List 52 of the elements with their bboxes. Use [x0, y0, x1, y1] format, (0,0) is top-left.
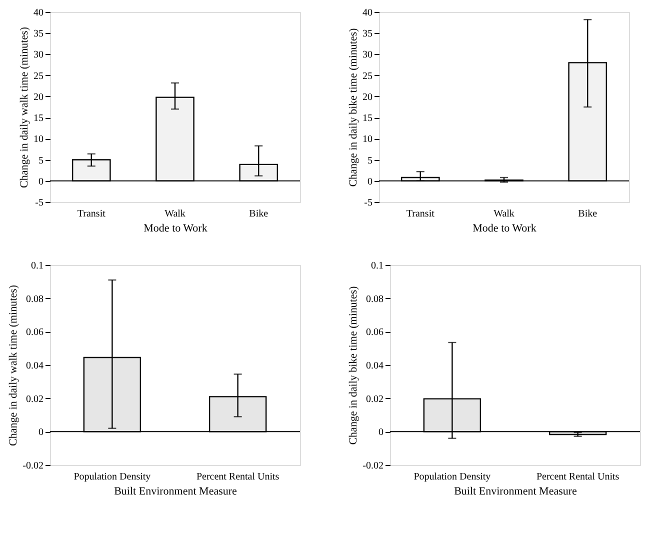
x-tick-label: Walk [164, 208, 186, 220]
x-tick-label: Walk [494, 208, 514, 220]
y-tick-label: 0.1 [31, 260, 44, 272]
x-tick-label: Transit [406, 208, 435, 220]
y-tick-label: 0.02 [366, 394, 384, 405]
x-tick-label: Transit [77, 208, 106, 220]
y-tick-label: 0.08 [26, 294, 44, 305]
y-tick-label: 30 [362, 50, 372, 61]
y-tick-label: 0 [38, 176, 44, 188]
y-tick-label: 5 [368, 155, 372, 166]
y-axis-title: Change in daily walk time (minutes) [18, 26, 30, 188]
y-tick-label: 5 [38, 155, 44, 166]
y-tick-label: 25 [362, 70, 372, 82]
y-tick-label: 15 [362, 113, 372, 124]
y-tick-label: 20 [362, 92, 372, 103]
y-tick-label: 35 [362, 28, 372, 40]
y-tick-label: 0.1 [371, 260, 384, 272]
y-tick-label: 15 [34, 113, 44, 124]
y-tick-label: 35 [34, 28, 44, 40]
x-tick-label: Bike [578, 208, 598, 220]
y-axis-title: Change in daily walk time (minutes) [8, 284, 20, 446]
y-tick-label: 10 [362, 134, 372, 146]
x-axis-title: Built Environment Measure [454, 486, 578, 498]
y-tick-label: 0 [378, 427, 384, 438]
y-tick-label: 0.06 [26, 327, 44, 338]
x-tick-label: Population Density [414, 472, 491, 482]
y-axis-title: Change in daily bike time (minutes) [348, 28, 360, 187]
x-tick-label: Percent Rental Units [196, 472, 280, 482]
y-tick-label: 0 [38, 427, 44, 438]
y-tick-label: -0.02 [22, 460, 44, 472]
x-axis-title: Mode to Work [472, 222, 537, 234]
y-tick-label: 0.02 [26, 394, 44, 405]
y-tick-label: 0.08 [366, 294, 384, 305]
y-tick-label: 40 [362, 8, 372, 18]
x-tick-label: Percent Rental Units [536, 472, 620, 482]
y-tick-label: 20 [34, 92, 44, 103]
y-tick-label: 25 [34, 70, 44, 82]
y-tick-label: 10 [34, 134, 44, 146]
y-tick-label: 0.04 [366, 360, 384, 372]
x-tick-label: Population Density [74, 472, 151, 482]
y-tick-label: 40 [34, 8, 44, 18]
y-axis-title: Change in daily bike time (minutes) [348, 286, 360, 445]
x-tick-label: Bike [249, 208, 269, 220]
y-tick-label: -0.02 [362, 460, 384, 472]
y-tick-label: 0.04 [26, 360, 44, 372]
y-tick-label: 0 [368, 176, 372, 188]
x-axis-title: Mode to Work [144, 222, 208, 234]
y-tick-label: -5 [364, 198, 372, 208]
y-tick-label: 30 [34, 50, 44, 61]
y-tick-label: -5 [35, 198, 44, 208]
x-axis-title: Built Environment Measure [114, 486, 238, 498]
y-tick-label: 0.06 [366, 327, 384, 338]
